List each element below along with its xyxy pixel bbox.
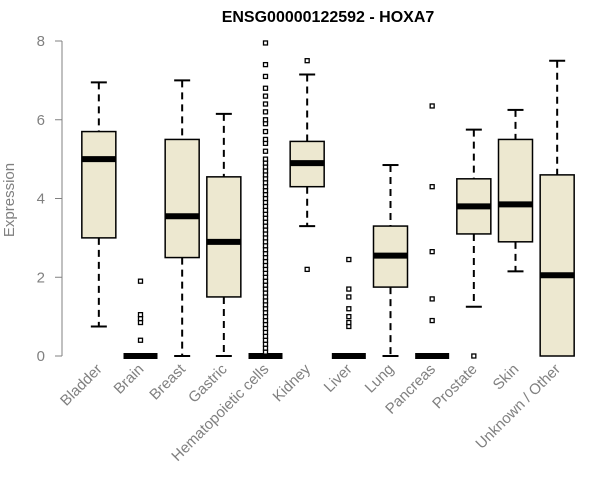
outlier-point [262,40,269,46]
outlier-point [346,313,352,320]
outlier-point [262,148,269,154]
x-tick-label: Kidney [270,360,315,405]
x-tick-label: Lung [362,361,398,397]
y-tick-label: 0 [37,348,45,365]
box-group-liver [331,256,366,359]
box-group-prostate [456,128,492,359]
outlier-point [346,294,352,300]
box-group-brain [123,278,158,359]
box-group-kidney [289,58,325,273]
box-group-skin [497,108,534,273]
outlier-point [262,93,269,99]
outlier-point [429,296,435,302]
outlier-point [262,61,269,68]
x-tick-label: Breast [146,360,189,403]
outlier-point [346,256,352,263]
x-tick-label: Bladder [57,361,106,410]
outlier-point [262,109,269,115]
outlier-point [262,128,269,135]
outlier-point [262,73,269,80]
outlier-point [346,286,352,292]
box-iqr [81,130,117,239]
outlier-point [429,103,435,109]
box-group-breast [164,79,200,357]
outlier-point [346,306,352,312]
box-group-unknown-other [539,59,575,357]
outlier-point [429,249,435,255]
outlier-point [262,136,269,143]
chart-title: ENSG00000122592 - HOXA7 [222,9,435,26]
outlier-point [346,319,352,326]
box-group-hematopoietic-cells [248,40,283,359]
outlier-point [429,317,435,324]
y-axis-label: Expression [1,163,18,237]
y-tick-label: 6 [37,112,45,129]
box-group-bladder [81,81,117,328]
x-tick-label: Prostate [429,361,481,413]
y-axis: 0 2 4 6 8 [37,33,63,365]
outlier-point [429,184,435,190]
box-iqr [497,138,534,243]
y-tick-label: 4 [37,191,45,208]
outlier-point [471,353,477,359]
plot-area [81,40,575,359]
outlier-point [262,156,269,162]
outlier-point [304,266,310,273]
y-tick-label: 8 [37,33,45,50]
outlier-point [262,117,269,123]
y-tick-label: 2 [37,269,45,286]
box-group-gastric [206,112,242,357]
box-group-lung [372,164,409,357]
outlier-point [262,85,269,91]
outlier-point [304,58,310,64]
box-iqr [164,138,200,259]
outlier-point [137,337,144,343]
box-iqr [539,174,575,357]
x-tick-label: Skin [490,361,523,394]
outlier-point [262,101,269,107]
box-group-pancreas [415,103,450,359]
box-iqr [206,176,242,298]
x-tick-label: Brain [111,361,148,398]
outlier-point [137,312,144,318]
outlier-point [137,278,144,284]
x-tick-label: Liver [321,361,356,396]
